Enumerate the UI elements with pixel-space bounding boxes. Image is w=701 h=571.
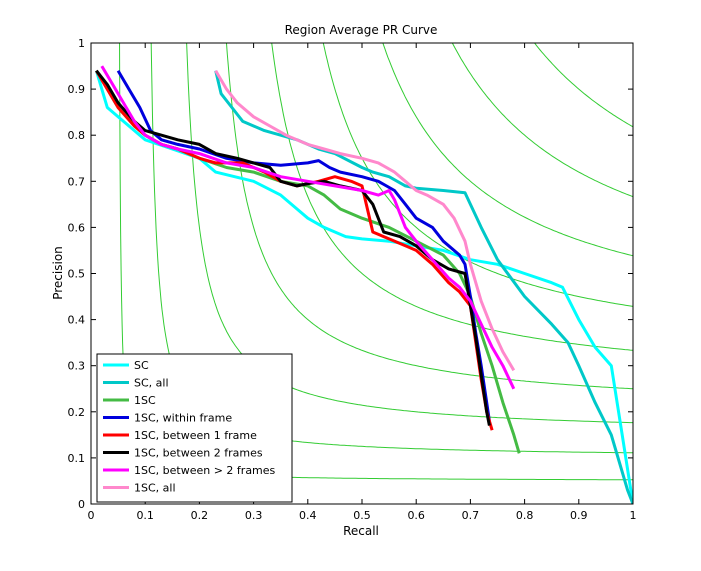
y-tick-label: 0 [78, 498, 85, 511]
legend: SC SC, all 1SC 1SC, within frame 1SC, betwee… [96, 353, 293, 503]
legend-label: SC, all [134, 377, 169, 390]
iso-f-curve [382, 43, 633, 257]
y-tick-label: 0.7 [68, 175, 86, 188]
series-line [214, 70, 633, 504]
y-tick-label: 0.8 [68, 129, 86, 142]
iso-f-curve [322, 43, 633, 307]
x-tick-label: 0.2 [191, 509, 209, 522]
legend-label: 1SC, between 2 frames [134, 447, 263, 460]
chart-title: Region Average PR Curve [285, 23, 438, 37]
y-tick-label: 0.9 [68, 83, 86, 96]
legend-label: 1SC [134, 394, 156, 407]
y-tick-label: 0.6 [68, 221, 86, 234]
x-tick-label: 1 [630, 509, 637, 522]
x-tick-label: 0.7 [462, 509, 480, 522]
x-tick-label: 0.5 [353, 509, 371, 522]
series-line [100, 65, 516, 390]
legend-box [96, 353, 293, 503]
iso-f-curve [533, 43, 633, 128]
y-tick-label: 0.2 [68, 406, 86, 419]
y-axis-label: Precision [51, 246, 65, 300]
x-axis-label: Recall [343, 524, 379, 538]
y-tick-label: 0.4 [68, 314, 86, 327]
iso-f-curve [225, 43, 633, 390]
series-line [214, 69, 516, 372]
legend-label: 1SC, all [134, 482, 176, 495]
legend-label: 1SC, between 1 frame [134, 429, 257, 442]
y-tick-label: 0.5 [68, 268, 86, 281]
y-tick-label: 0.3 [68, 360, 86, 373]
iso-f-curve [271, 43, 633, 351]
legend-label: 1SC, within frame [134, 412, 232, 425]
series-lines [94, 65, 633, 504]
series-line [116, 69, 491, 422]
x-tick-label: 0.1 [136, 509, 154, 522]
x-tick-label: 0.9 [570, 509, 588, 522]
series-line [94, 70, 633, 504]
x-tick-label: 0.3 [245, 509, 263, 522]
x-tick-label: 0 [88, 509, 95, 522]
iso-f-curve [451, 43, 633, 198]
y-tick-label: 1 [78, 37, 85, 50]
y-tick-label: 0.1 [68, 452, 86, 465]
x-tick-label: 0.8 [516, 509, 534, 522]
legend-label: 1SC, between > 2 frames [134, 464, 276, 477]
x-tick-label: 0.6 [407, 509, 425, 522]
legend-label: SC [134, 359, 149, 372]
iso-f-curve [186, 43, 633, 424]
x-tick-label: 0.4 [299, 509, 317, 522]
